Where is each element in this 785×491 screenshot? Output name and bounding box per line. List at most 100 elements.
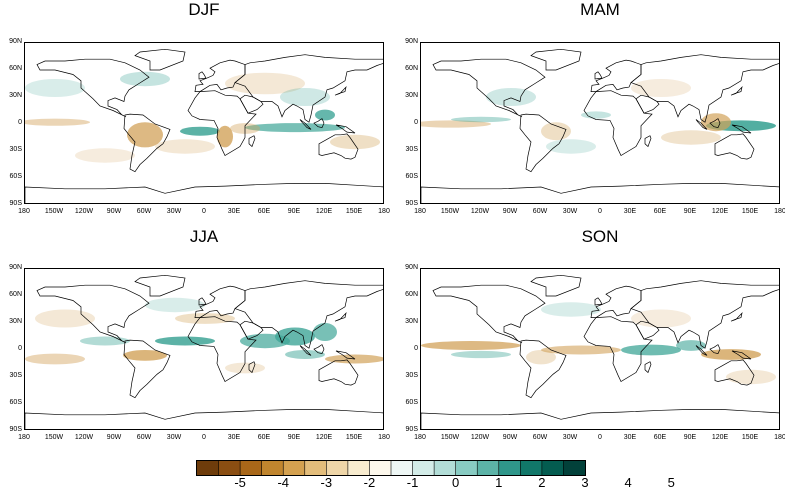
colorbar-swatch: [240, 461, 263, 475]
coastline: [530, 48, 582, 71]
coastline: [187, 90, 257, 156]
colorbar-label: -1: [406, 475, 419, 490]
lat-tick-label: 60N: [405, 291, 418, 298]
coastline: [519, 339, 567, 399]
lon-tick-label: 90E: [287, 434, 301, 441]
colorbar-swatch: [283, 461, 306, 475]
lat-tick-label: 0: [18, 345, 22, 352]
lon-tick-label: 150W: [44, 434, 64, 441]
lon-tick-label: 180: [414, 434, 426, 441]
coastline: [421, 409, 779, 429]
anomaly-patch: [217, 125, 233, 148]
anomaly-patch: [546, 139, 596, 154]
coastline: [234, 280, 383, 349]
anomaly-patch: [155, 139, 215, 154]
coastline: [594, 297, 603, 306]
anomaly-patch: [451, 350, 511, 359]
lon-tick-label: 120W: [470, 208, 490, 215]
coastline: [313, 118, 325, 129]
coastline: [709, 344, 721, 355]
lon-tick-label: 60E: [257, 208, 271, 215]
coastline: [194, 285, 246, 318]
coastline: [635, 94, 660, 114]
coastline: [530, 274, 582, 297]
lat-tick-label: 0: [414, 119, 418, 126]
lat-tick-label: 90S: [405, 426, 418, 433]
coastline: [248, 361, 256, 374]
lon-tick-label: 90W: [502, 208, 518, 215]
lon-tick-label: 150E: [741, 208, 759, 215]
coastline: [695, 119, 708, 130]
lat-tick-label: 90N: [405, 264, 418, 271]
lat-tick-label: 90S: [9, 200, 22, 207]
panel-title-son: SON: [581, 227, 619, 246]
lon-tick-label: 0: [598, 208, 602, 215]
coastline: [335, 350, 356, 360]
colorbar-swatch: [261, 461, 284, 475]
colorbar-label: 0: [452, 475, 460, 490]
coastline: [239, 94, 264, 114]
colorbar-swatch: [391, 461, 414, 475]
panel-title-jja: JJA: [189, 227, 219, 246]
colorbar-swatch: [434, 461, 457, 475]
coastline: [318, 133, 359, 160]
colorbar-label: -3: [320, 475, 333, 490]
coastline: [709, 118, 721, 129]
coastline: [36, 58, 150, 118]
colorbar-swatch: [197, 461, 220, 475]
colorbar-label: -2: [363, 475, 376, 490]
coastline: [519, 113, 567, 173]
lon-tick-label: 120W: [74, 434, 94, 441]
coastline: [714, 359, 755, 386]
lon-tick-label: 60E: [257, 434, 271, 441]
coastline: [198, 71, 207, 80]
lon-tick-label: 30W: [562, 208, 578, 215]
colorbar-label: 5: [667, 475, 675, 490]
coastline: [194, 59, 246, 92]
lon-tick-label: 30E: [623, 434, 637, 441]
map-jja: [24, 268, 384, 430]
anomaly-patch: [661, 130, 721, 145]
anomaly-patch: [285, 350, 325, 359]
anomaly-patch: [621, 344, 681, 356]
coastline: [248, 135, 256, 148]
lon-tick-label: 90E: [683, 434, 697, 441]
colorbar-swatch: [455, 461, 478, 475]
coastline: [594, 71, 603, 80]
lon-tick-label: 120W: [470, 434, 490, 441]
anomaly-patch: [25, 353, 85, 365]
coastline: [590, 285, 642, 318]
lon-tick-label: 30E: [227, 208, 241, 215]
anomaly-patch: [330, 134, 380, 150]
coastline: [730, 311, 743, 322]
colorbar-swatch: [498, 461, 521, 475]
anomaly-patch: [701, 349, 761, 360]
lon-tick-label: 30E: [623, 208, 637, 215]
lon-tick-label: 90W: [502, 434, 518, 441]
coastline: [36, 284, 150, 344]
lat-tick-label: 60S: [9, 399, 22, 406]
lon-tick-label: 150E: [741, 434, 759, 441]
lon-tick-label: 90W: [106, 208, 122, 215]
lon-tick-label: 30W: [562, 434, 578, 441]
coastline: [590, 59, 642, 92]
coastline: [334, 85, 347, 96]
colorbar-label: -5: [234, 475, 246, 490]
lat-tick-label: 30S: [405, 146, 418, 153]
colorbar-swatch: [412, 461, 435, 475]
anomaly-patch: [35, 309, 95, 328]
coastline: [239, 320, 264, 340]
anomaly-patch: [541, 122, 571, 141]
colorbar-label: 4: [624, 475, 632, 490]
coastline: [313, 344, 325, 355]
lon-tick-label: 30W: [166, 208, 182, 215]
anomaly-patch: [175, 313, 235, 324]
anomaly-patch: [313, 323, 337, 341]
map-son: [420, 268, 780, 430]
lat-tick-label: 30S: [9, 146, 22, 153]
coastline: [25, 183, 383, 203]
colorbar-swatch: [369, 461, 392, 475]
coastline: [644, 135, 652, 148]
anomaly-patch: [245, 123, 345, 133]
lat-tick-label: 60S: [9, 173, 22, 180]
